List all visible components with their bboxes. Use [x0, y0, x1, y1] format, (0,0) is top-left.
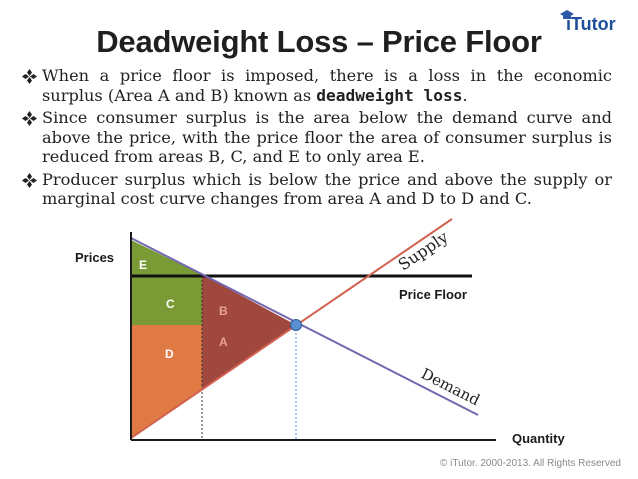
bullet-item: When a price floor is imposed, there is … — [22, 66, 612, 105]
bullet-text: Producer surplus which is below the pric… — [42, 169, 612, 209]
bullet-emphasis: deadweight loss — [316, 85, 463, 105]
area-b — [202, 276, 296, 325]
bullet-tail: . — [462, 85, 468, 105]
diamond-bullet-icon — [22, 172, 37, 188]
bullet-text: Since consumer surplus is the area below… — [42, 108, 612, 166]
itutor-logo: iTutor — [552, 8, 634, 38]
logo-wordmark: iTutor — [566, 14, 616, 34]
area-b-label: B — [219, 304, 228, 318]
bullet-text: When a price floor is imposed, there is … — [42, 66, 612, 105]
supply-label: Supply — [395, 227, 452, 274]
bullet-item: Since consumer surplus is the area below… — [22, 108, 612, 167]
equilibrium-point — [290, 319, 302, 331]
copyright-footer: © iTutor. 2000-2013. All Rights Reserved — [440, 458, 621, 469]
price-floor-label: Price Floor — [399, 287, 467, 302]
graduation-cap-icon — [560, 10, 574, 19]
area-c-label: C — [166, 297, 175, 311]
area-c — [131, 276, 202, 325]
demand-label: Demand — [418, 365, 483, 410]
demand-curve — [130, 237, 479, 416]
area-d — [131, 325, 202, 438]
slide-title: Deadweight Loss – Price Floor — [96, 24, 542, 59]
diamond-bullet-icon — [22, 69, 37, 84]
diamond-bullet-icon — [22, 111, 37, 126]
bullet-item: Producer surplus which is below the pric… — [22, 170, 612, 209]
y-axis-label: Prices — [75, 250, 114, 265]
bullet-list: When a price floor is imposed, there is … — [22, 66, 612, 212]
area-e-label: E — [139, 258, 147, 272]
area-d-label: D — [165, 347, 174, 361]
x-axis-label: Quantity — [512, 431, 565, 446]
area-a-label: A — [219, 335, 228, 349]
